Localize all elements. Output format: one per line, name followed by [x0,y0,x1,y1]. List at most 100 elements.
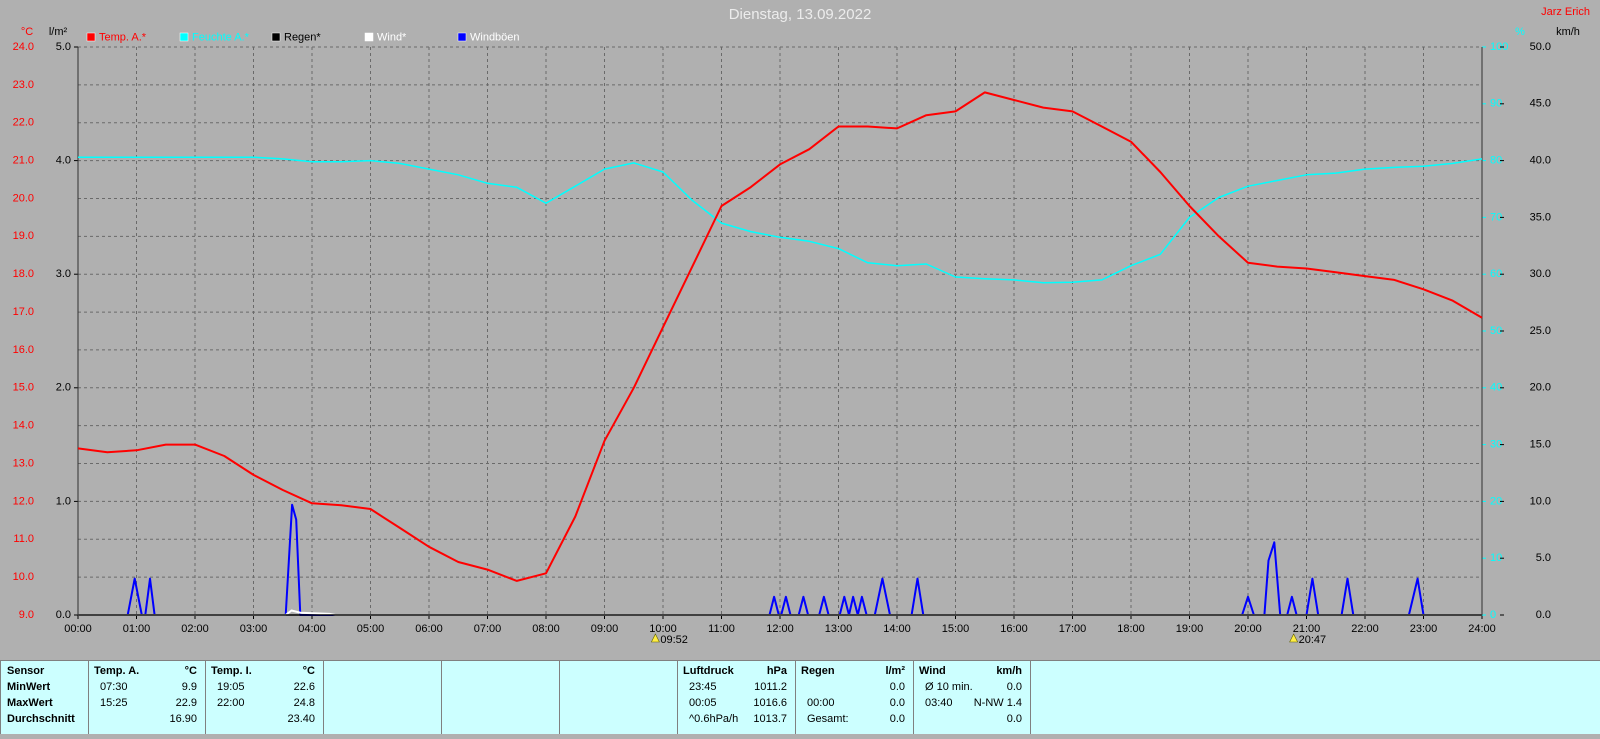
x-tick-label: 12:00 [766,623,794,635]
legend-label: Feuchte A.* [192,31,250,43]
annotation-icon [1289,633,1299,643]
wind-tick-label: 20.0 [1530,382,1551,394]
legend-swatch [86,32,96,42]
table-cell-value: 0.0 [1007,713,1022,725]
table-header-unit: °C [303,665,315,677]
table-cell-label: Gesamt: [807,713,849,725]
table-header-unit: hPa [767,665,788,677]
y-tick-label: 11.0 [13,533,34,545]
x-tick-label: 00:00 [64,623,92,635]
table-header: Luftdruck [683,665,735,677]
wind-tick-label: 40.0 [1530,155,1551,167]
y-tick-label: 20.0 [13,192,34,204]
y-tick-label: 19.0 [13,230,34,242]
wind-tick-label: 5.0 [1536,552,1551,564]
series-line [77,91,1483,582]
table-cell-value: 1011.2 [754,681,787,693]
table-header-unit: °C [185,665,197,677]
x-tick-label: 18:00 [1117,623,1145,635]
y2-tick-label: 100 [1490,41,1508,53]
table-cell-value: 16.90 [169,713,197,725]
legend-label: Temp. A.* [99,31,147,43]
table-cell-label: 19:05 [217,681,245,693]
y-tick-label: 14.0 [13,420,34,432]
y2-axis-unit: % [1515,26,1525,38]
table-cell-label: 23:45 [689,681,717,693]
table-cell-value: 1013.7 [753,713,787,725]
table-cell-value: 23.40 [287,713,315,725]
y-tick-label: 21.0 [13,155,34,167]
x-tick-label: 10:00 [649,623,677,635]
x-tick-label: 15:00 [942,623,970,635]
wind-tick-label: 45.0 [1530,98,1551,110]
wind-tick-label: 15.0 [1530,439,1551,451]
x-tick-label: 24:00 [1468,623,1496,635]
x-tick-label: 09:00 [591,623,619,635]
table-row-label: Durchschnitt [7,713,75,725]
legend-label: Regen* [284,31,321,43]
wind-tick-label: 50.0 [1530,41,1551,53]
table-cell-label: 00:00 [807,697,835,709]
wind-tick-label: 35.0 [1530,211,1551,223]
wind-tick-label: 0.0 [1536,609,1551,621]
legend-swatch [364,32,374,42]
table-cell-label: 00:05 [689,697,717,709]
rain-tick-label: 1.0 [56,495,71,507]
table-cell-label: Ø 10 min. [925,681,973,693]
y-tick-label: 18.0 [13,268,34,280]
y2-tick-label: 40 [1490,382,1502,394]
legend-label: Windböen [470,31,520,43]
legend-swatch [457,32,467,42]
table-cell-label: 07:30 [100,681,128,693]
y2-tick-label: 90 [1490,98,1502,110]
annotation-label: 09:52 [660,634,688,646]
table-cell-value: 22.6 [294,681,315,693]
table-cell-label: 15:25 [100,697,128,709]
rain-tick-label: 2.0 [56,382,71,394]
table-cell-value: 9.9 [182,681,197,693]
x-tick-label: 02:00 [181,623,209,635]
legend-swatch [271,32,281,42]
table-cell-label: ^0.6hPa/h [689,713,738,725]
y-tick-label: 13.0 [13,457,34,469]
y-tick-label: 15.0 [13,382,34,394]
table-cell-value: 0.0 [1007,681,1022,693]
rain-axis-unit: l/m² [49,26,68,38]
x-tick-label: 04:00 [298,623,326,635]
wind-tick-label: 25.0 [1530,325,1551,337]
y2-tick-label: 30 [1490,439,1502,451]
table-header: Regen [801,665,835,677]
table-background [0,660,1600,734]
rain-tick-label: 0.0 [56,609,71,621]
table-row-label: MinWert [7,681,51,693]
table-cell-value: 0.0 [890,697,905,709]
table-header-unit: km/h [996,665,1022,677]
table-row-label: MaxWert [7,697,53,709]
x-tick-label: 13:00 [825,623,853,635]
x-tick-label: 03:00 [240,623,268,635]
y-tick-label: 9.0 [19,609,34,621]
y-tick-label: 24.0 [13,41,34,53]
rain-tick-label: 3.0 [56,268,71,280]
series-line [78,156,1483,284]
table-cell-label: 22:00 [217,697,245,709]
x-tick-label: 08:00 [532,623,560,635]
table-header: Temp. A. [94,665,139,677]
legend-swatch [179,32,189,42]
y2-tick-label: 60 [1490,268,1502,280]
y2-tick-label: 10 [1490,552,1502,564]
table-cell-value: 24.8 [294,697,315,709]
y2-tick-label: 50 [1490,325,1502,337]
table-cell-value: N-NW 1.4 [974,697,1022,709]
x-tick-label: 20:00 [1234,623,1262,635]
table-cell-label: 03:40 [925,697,953,709]
x-tick-label: 17:00 [1059,623,1087,635]
x-tick-label: 11:00 [708,623,735,635]
x-tick-label: 19:00 [1176,623,1204,635]
y-tick-label: 23.0 [13,79,34,91]
x-tick-label: 01:00 [123,623,151,635]
table-cell-value: 1016.6 [753,697,787,709]
table-cell-value: 0.0 [890,713,905,725]
